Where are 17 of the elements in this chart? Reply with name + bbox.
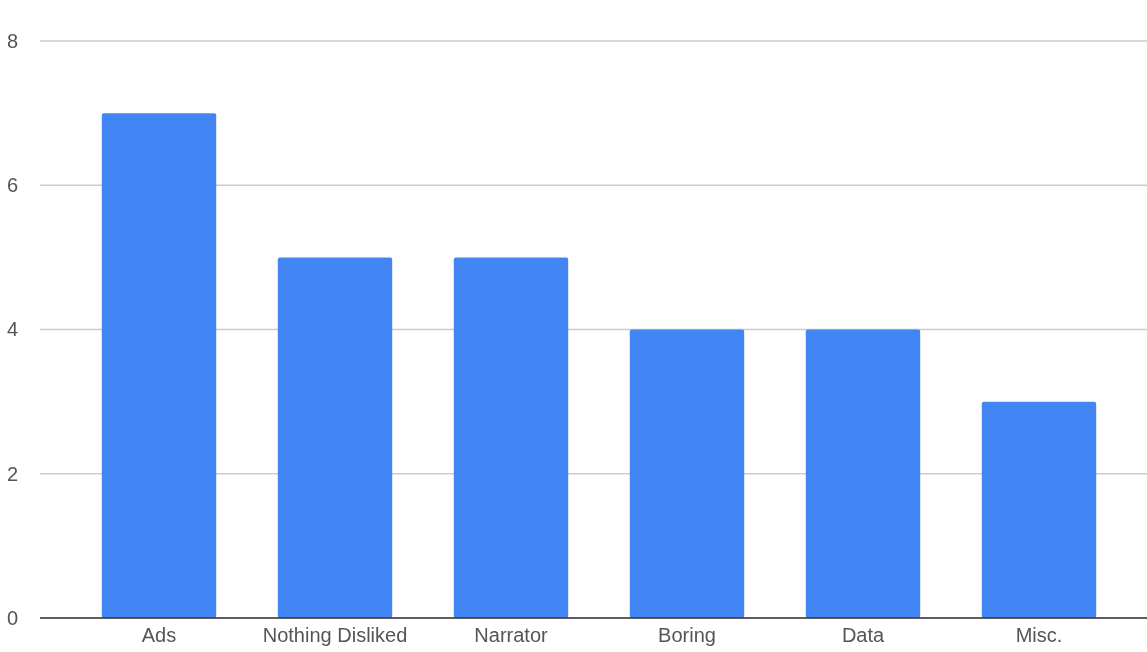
- bar: [453, 257, 569, 618]
- bar: [981, 401, 1097, 618]
- bar: [101, 113, 217, 618]
- x-tick-label: Narrator: [474, 624, 549, 647]
- x-tick-label: Data: [841, 624, 885, 647]
- y-tick-label: 2: [6, 462, 18, 485]
- bar: [277, 257, 393, 618]
- x-tick-label: Misc.: [1015, 624, 1063, 647]
- y-tick-label: 8: [6, 29, 18, 52]
- x-tick-label: Boring: [658, 624, 716, 647]
- y-tick-label: 6: [6, 174, 18, 197]
- x-tick-label: Nothing Disliked: [262, 624, 408, 647]
- y-tick-label: 0: [6, 606, 18, 629]
- y-tick-label: 4: [6, 318, 18, 341]
- bar: [805, 329, 921, 618]
- bar: [629, 329, 745, 618]
- x-tick-label: Ads: [141, 624, 177, 647]
